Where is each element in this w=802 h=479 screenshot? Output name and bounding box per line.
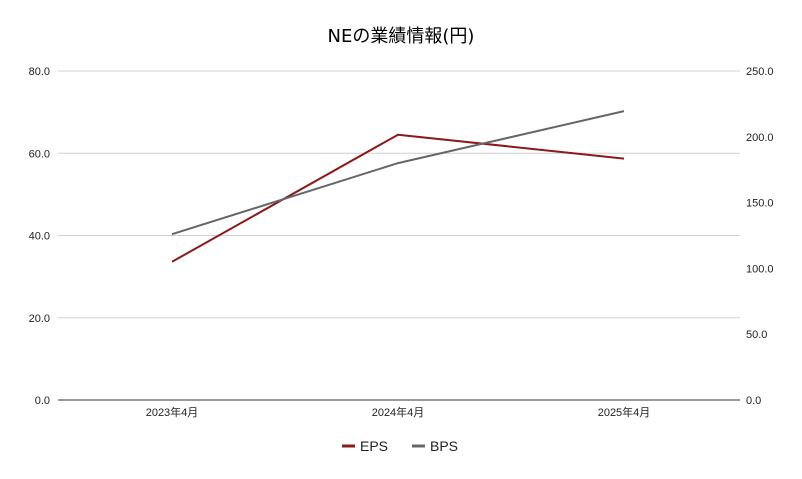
x-tick-label: 2024年4月 (372, 405, 425, 419)
y-right-tick-label: 150.0 (746, 198, 774, 210)
legend-label: BPS (430, 438, 458, 454)
y-left-tick-label: 60.0 (29, 148, 50, 160)
y-right-tick-label: 200.0 (746, 132, 774, 144)
x-tick-label: 2023年4月 (146, 405, 199, 419)
y-right-tick-label: 0.0 (746, 395, 761, 407)
series-line-bps (171, 110, 625, 236)
y-right-tick-label: 100.0 (746, 263, 774, 275)
y-left-tick-label: 0.0 (35, 395, 50, 407)
y-right-tick-label: 250.0 (746, 66, 774, 78)
y-left-tick-label: 40.0 (29, 231, 50, 243)
y-right-tick-label: 50.0 (746, 329, 767, 341)
y-left-tick-label: 80.0 (29, 66, 50, 78)
series-line-eps (171, 133, 625, 263)
y-left-tick-label: 20.0 (29, 313, 50, 325)
legend-label: EPS (360, 438, 388, 454)
chart-title: NEの業績情報(円) (327, 26, 475, 47)
x-tick-label: 2025年4月 (598, 405, 651, 419)
